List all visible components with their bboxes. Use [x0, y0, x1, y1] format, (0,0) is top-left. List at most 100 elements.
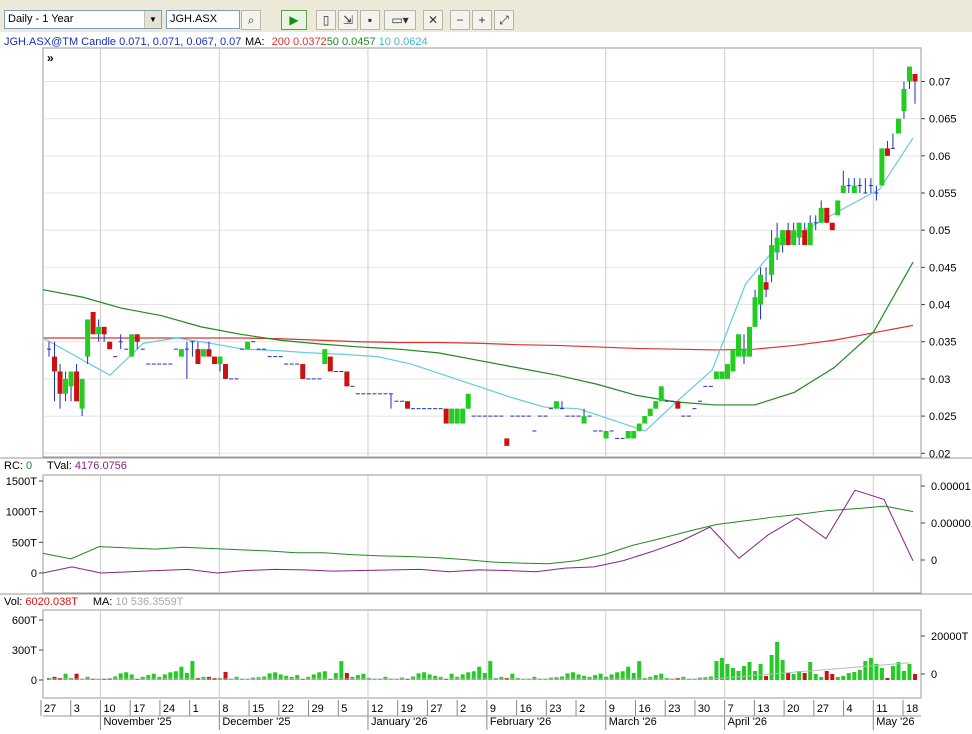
candle-body: [713, 371, 719, 379]
price-tick-label: 0.035: [929, 337, 957, 349]
volume-bar: [730, 668, 735, 680]
volume-bar: [813, 674, 818, 680]
volume-bar: [791, 674, 796, 680]
candle-body: [653, 401, 659, 409]
x-tick-label: 5: [341, 703, 347, 715]
candle-body: [735, 334, 741, 357]
tval-tick-label: 0: [931, 555, 937, 567]
volume-bar: [455, 676, 460, 680]
volume-bar: [482, 673, 487, 680]
candle-body: [223, 364, 229, 379]
rc-tick-label: 0: [31, 568, 37, 580]
candle-body: [52, 356, 58, 372]
candle-values: Candle 0.071, 0.071, 0.067, 0.07: [78, 36, 241, 48]
header-line: JGH.ASX@TM Candle 0.071, 0.071, 0.067, 0…: [4, 36, 241, 48]
candle-body: [741, 349, 747, 357]
x-tick-label: 1: [193, 703, 199, 715]
play-icon[interactable]: ▶: [281, 10, 307, 30]
candle-body: [85, 319, 91, 357]
volume-bar: [653, 675, 658, 680]
tick-labels: 0.070.0650.060.0550.050.0450.040.0350.03…: [6, 76, 972, 730]
candle-body: [344, 371, 350, 387]
candle-body: [74, 371, 80, 402]
volume-bar: [896, 662, 901, 680]
candle-body: [460, 408, 466, 424]
volume-bar: [901, 671, 906, 680]
month-label: May '26: [876, 716, 914, 728]
volume-bar: [863, 661, 868, 680]
volume-bar: [184, 673, 189, 680]
x-tick-label: 8: [222, 703, 228, 715]
volume-bar: [162, 674, 167, 680]
candle-body: [465, 393, 471, 409]
volume-bar: [74, 673, 79, 680]
candle-body: [68, 371, 74, 387]
volume-bar: [604, 676, 609, 680]
price-tick-label: 0.055: [929, 188, 957, 200]
folder-icon[interactable]: ▭▾: [384, 10, 416, 30]
price-chart[interactable]: 0.070.0650.060.0550.050.0450.040.0350.03…: [0, 32, 972, 734]
x-tick-label: 16: [520, 703, 532, 715]
price-tick-label: 0.065: [929, 114, 957, 126]
volume-bar: [764, 676, 769, 680]
fit-icon[interactable]: ⤢: [494, 10, 514, 30]
x-tick-label: 2: [460, 703, 466, 715]
chart-title: JGH.ASX@TM: [4, 36, 78, 48]
vol-ma-value: 10 536.3559T: [116, 596, 184, 608]
candle-body: [101, 326, 107, 335]
volume-bar: [449, 673, 454, 680]
candle-body: [200, 349, 206, 357]
volume-bar: [317, 672, 322, 680]
open-page-icon[interactable]: ⇲: [338, 10, 358, 30]
candle-body: [851, 185, 857, 194]
tval-value: 4176.0756: [75, 460, 127, 472]
candle-body: [195, 349, 201, 365]
vol-tick-label: 600T: [12, 615, 37, 627]
price-tick-label: 0.04: [929, 300, 950, 312]
volume-bar: [411, 676, 416, 680]
volume-bar: [775, 642, 780, 680]
x-tick-label: 4: [847, 703, 853, 715]
candle-body: [603, 430, 609, 439]
x-tick-label: 23: [668, 703, 680, 715]
x-tick-label: 17: [133, 703, 145, 715]
chevron-down-icon[interactable]: ▼: [144, 11, 161, 28]
volume-bar: [532, 676, 537, 680]
volume-bar: [802, 673, 807, 680]
candle-body: [642, 416, 648, 424]
candle-body: [625, 430, 631, 439]
candle-body: [884, 148, 890, 156]
candle-body: [769, 245, 775, 275]
symbol-input[interactable]: JGH.ASX: [166, 10, 240, 29]
expander-icon[interactable]: »: [47, 51, 54, 65]
candle-body: [879, 148, 885, 186]
vol-tick-label: 300T: [12, 645, 37, 657]
volume-bar: [747, 662, 752, 680]
volume-bar: [201, 676, 206, 680]
ma200-value: 200 0.0372: [272, 36, 327, 48]
new-page-icon[interactable]: ▯: [316, 10, 336, 30]
volume-bar: [786, 673, 791, 680]
volume-bar: [80, 679, 85, 680]
volume-bar: [173, 671, 178, 680]
candle-body: [763, 282, 769, 290]
zoom-in-icon[interactable]: +: [472, 10, 492, 30]
candle-body: [774, 237, 780, 253]
candle-body: [802, 230, 808, 246]
rc-tick-label: 1000T: [6, 507, 37, 519]
ma-label: MA:: [245, 36, 265, 48]
volume-bar: [835, 677, 840, 680]
candle-body: [835, 200, 841, 216]
volume-bar: [659, 673, 664, 680]
x-tick-label: 9: [609, 703, 615, 715]
candle-body: [780, 230, 786, 246]
volume-bar: [846, 673, 851, 680]
save-icon[interactable]: ▪: [360, 10, 380, 30]
month-label: December '25: [222, 716, 290, 728]
volume-bar: [433, 675, 438, 680]
tools-icon[interactable]: ✕: [423, 10, 443, 30]
search-icon[interactable]: ⌕: [241, 10, 261, 30]
period-select[interactable]: Daily - 1 Year ▼: [4, 10, 162, 29]
zoom-out-icon[interactable]: −: [450, 10, 470, 30]
candle-body: [785, 230, 791, 246]
